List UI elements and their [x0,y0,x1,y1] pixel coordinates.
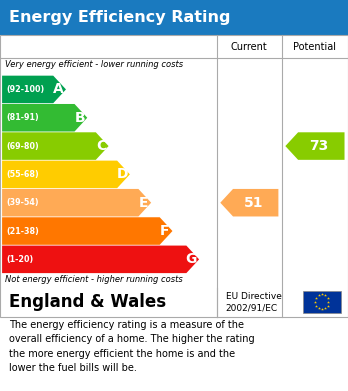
Text: B: B [74,111,85,125]
Text: England & Wales: England & Wales [9,293,166,311]
Polygon shape [2,161,130,188]
Polygon shape [2,132,109,160]
Text: E: E [139,196,148,210]
Text: Current: Current [231,41,268,52]
Polygon shape [2,217,173,245]
Text: (69-80): (69-80) [6,142,39,151]
Polygon shape [2,104,87,131]
Text: Not energy efficient - higher running costs: Not energy efficient - higher running co… [5,275,183,285]
Text: (1-20): (1-20) [6,255,33,264]
Text: (39-54): (39-54) [6,198,39,207]
Polygon shape [2,189,151,217]
Text: Very energy efficient - lower running costs: Very energy efficient - lower running co… [5,60,183,69]
Text: (92-100): (92-100) [6,85,45,94]
Text: 73: 73 [309,139,329,153]
Text: The energy efficiency rating is a measure of the
overall efficiency of a home. T: The energy efficiency rating is a measur… [9,320,254,373]
Text: A: A [53,83,64,97]
Polygon shape [220,189,278,217]
Text: F: F [160,224,169,238]
Text: C: C [96,139,106,153]
Bar [303,291,341,313]
Polygon shape [2,76,66,103]
Text: D: D [117,167,128,181]
Polygon shape [285,132,345,160]
Text: (21-38): (21-38) [6,226,39,235]
Text: 51: 51 [243,196,263,210]
Text: (81-91): (81-91) [6,113,39,122]
Text: G: G [186,252,197,266]
Text: EU Directive
2002/91/EC: EU Directive 2002/91/EC [226,292,282,313]
Bar [0,0,348,35]
Text: Potential: Potential [293,41,337,52]
Text: (55-68): (55-68) [6,170,39,179]
Bar [0,35,348,317]
Polygon shape [2,246,199,273]
Text: Energy Efficiency Rating: Energy Efficiency Rating [9,10,230,25]
